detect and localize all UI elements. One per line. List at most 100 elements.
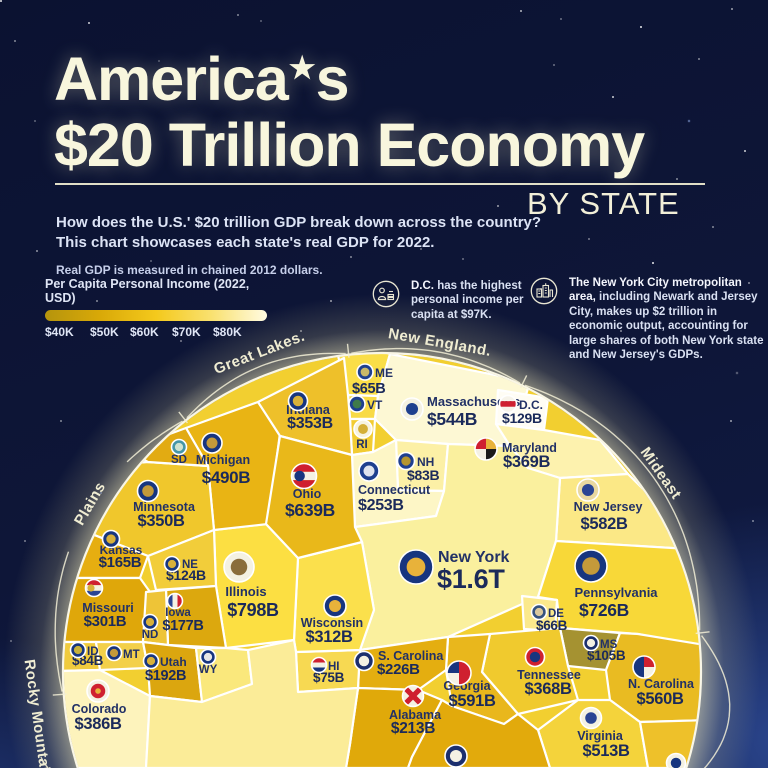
legend-title: Per Capita Personal Income (2022, USD): [45, 277, 250, 305]
dc-flag-icon: [498, 394, 518, 414]
co-flag-icon: [86, 679, 110, 703]
sd-flag-icon: [170, 438, 188, 456]
ga-flag-icon: [446, 660, 472, 686]
nh-flag-icon: [396, 451, 416, 471]
person-income-icon: [372, 280, 400, 308]
oh-name-label: Ohio: [293, 487, 322, 501]
nd-name-label: ND: [142, 629, 159, 641]
sc-value-label: $226B: [377, 661, 420, 678]
legend-ticks: $40K $50K $60K $70K $80K: [45, 325, 275, 339]
title-line2: $20 Trillion Economy: [54, 111, 645, 179]
ga-value-label: $591B: [448, 692, 496, 710]
legend-gradient-bar: [45, 310, 267, 321]
de-value-label: $66B: [536, 618, 568, 633]
nj-value-label: $582B: [580, 515, 628, 533]
md-flag-icon: [474, 437, 498, 461]
wi-name-label: Wisconsin: [301, 616, 363, 630]
md-name-label: Maryland: [502, 441, 557, 455]
cell-LA: [406, 698, 552, 768]
intro-text: How does the U.S.' $20 trillion GDP brea…: [56, 214, 542, 251]
va-name-label: Virginia: [577, 729, 624, 743]
callout-nyc-metro: The New York City metropolitan area, inc…: [530, 276, 768, 362]
ks-flag-icon: [101, 529, 121, 549]
hi-flag-icon: [310, 656, 328, 674]
pa-flag-icon: [574, 549, 608, 583]
in-value-label: $353B: [287, 415, 333, 432]
md-value-label: $369B: [503, 453, 551, 471]
ne-name-label: NE: [182, 559, 198, 571]
income-legend: Per Capita Personal Income (2022, USD) $…: [45, 277, 275, 339]
tn-name-label: Tennessee: [517, 668, 581, 682]
ri-name-label: RI: [356, 439, 368, 451]
wi-flag-icon: [323, 594, 347, 618]
tn-flag-icon: [524, 646, 546, 668]
sc-flag-icon: [353, 650, 375, 672]
vt-flag-icon: [348, 395, 366, 413]
legend-tick: $80K: [213, 325, 242, 339]
il-name-label: Illinois: [225, 584, 266, 599]
callout-text: The New York City metropolitan area, inc…: [569, 277, 764, 362]
me-value-label: $65B: [352, 381, 385, 397]
dc-name-label: D.C.: [519, 398, 543, 412]
cell-MT: [94, 640, 150, 672]
wy-flag-icon: [199, 648, 217, 666]
gdp-note: Real GDP is measured in chained 2012 dol…: [56, 263, 323, 277]
ms-flag-icon: [582, 634, 600, 652]
nc-flag-icon: [632, 655, 656, 679]
la-flag-icon: [444, 744, 468, 768]
region-braces: [40, 343, 731, 768]
oh-flag-icon: [290, 462, 318, 490]
hi-name-label: HI: [328, 661, 340, 673]
il-flag-icon: [223, 551, 255, 583]
mn-name-label: Minnesota: [133, 500, 196, 514]
va-flag-icon: [579, 706, 603, 730]
disc-rim: [61, 351, 703, 768]
region-label-rocky-mountain: Rocky Mountain: [20, 658, 54, 768]
ne-flag-icon: [163, 555, 181, 573]
callout-dc-income: D.C. has the highest personal income per…: [372, 279, 534, 322]
ct-value-label: $253B: [358, 497, 404, 514]
ri-flag-icon: [353, 419, 373, 439]
legend-tick: $70K: [172, 325, 201, 339]
pa-name-label: Pennsylvania: [574, 585, 658, 600]
nc-value-label: $560B: [636, 690, 684, 708]
pa-value-label: $726B: [579, 600, 629, 620]
page-title: America★s $20 Trillion Economy: [54, 36, 645, 179]
legend-tick: $40K: [45, 325, 74, 339]
star-icon: ★: [288, 52, 316, 85]
ct-name-label: Connecticut: [358, 483, 431, 497]
ny-flag-icon: [398, 549, 434, 585]
legend-tick: $60K: [130, 325, 159, 339]
co-name-label: Colorado: [72, 702, 127, 716]
subtitle-by-state: BY STATE: [527, 186, 680, 221]
al-value-label: $213B: [391, 720, 435, 737]
cell-farwest-unlabeled: [144, 638, 360, 768]
me-name-label: ME: [375, 366, 393, 380]
cell-OH: [264, 434, 364, 560]
mo-flag-icon: [84, 578, 104, 598]
title-line1: America★s: [54, 36, 644, 112]
il-value-label: $798B: [227, 600, 279, 620]
sc-name-label: S. Carolina: [378, 649, 444, 663]
ma-flag-icon: [400, 397, 424, 421]
me-flag-icon: [356, 363, 374, 381]
va-value-label: $513B: [582, 742, 630, 760]
ia-name-label: Iowa: [165, 607, 191, 619]
vt-name-label: VT: [367, 398, 383, 412]
de-name-label: DE: [548, 608, 564, 620]
wv-flag-icon: [665, 752, 687, 768]
ny-value-label: $1.6T: [437, 564, 505, 594]
callout-text: D.C. has the highest personal income per…: [411, 280, 524, 321]
al-flag-icon: [401, 684, 425, 708]
wy-name-label: WY: [199, 664, 218, 676]
ny-name-label: New York: [438, 549, 510, 566]
mi-name-label: Michigan: [196, 453, 250, 467]
ms-name-label: MS: [600, 639, 618, 651]
mo-value-label: $301B: [84, 613, 127, 630]
co-value-label: $386B: [74, 715, 122, 733]
nh-name-label: NH: [417, 455, 434, 469]
id-name-label: ID: [87, 646, 99, 658]
